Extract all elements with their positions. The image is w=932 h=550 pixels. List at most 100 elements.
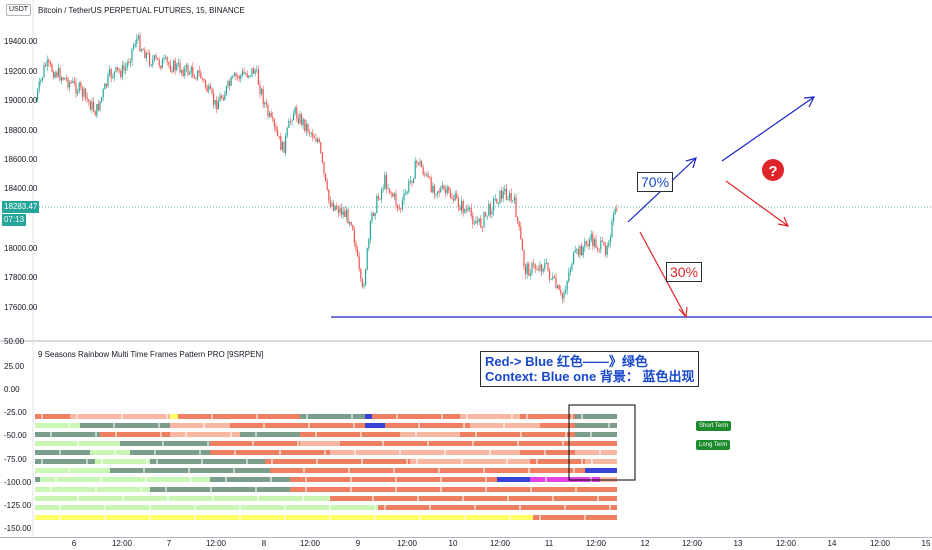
candle-body	[513, 197, 515, 201]
candle-body	[315, 138, 317, 142]
candle-body	[526, 263, 528, 275]
rainbow-gap	[608, 423, 610, 428]
candle-body	[131, 48, 133, 62]
candle-body	[534, 264, 536, 270]
candle-body	[189, 73, 191, 75]
candle-body	[427, 173, 429, 178]
price-tick: 18400.00	[4, 184, 38, 193]
rainbow-segment	[330, 496, 617, 501]
candle-body	[214, 100, 216, 105]
candle-body	[78, 82, 80, 92]
candle-body	[595, 239, 597, 248]
rainbow-gap	[528, 468, 530, 473]
candle-body	[392, 193, 394, 197]
question-icon	[762, 159, 784, 181]
candle-body	[493, 198, 495, 211]
rainbow-segment	[585, 468, 617, 473]
rainbow-gap	[418, 423, 420, 428]
candle-body	[344, 211, 346, 217]
price-chart[interactable]: ?	[0, 0, 932, 342]
candle-body	[120, 71, 122, 78]
candle-body	[229, 81, 231, 86]
candle-body	[590, 234, 592, 241]
indicator-tick: 0.00	[4, 385, 20, 394]
rainbow-gap	[279, 450, 281, 455]
candle-body	[598, 249, 600, 251]
candle-body	[403, 193, 405, 201]
candle-body	[539, 264, 541, 271]
rainbow-gap	[590, 432, 592, 437]
rainbow-gap	[351, 414, 353, 419]
candle-body	[75, 82, 77, 94]
rainbow-gap	[315, 432, 317, 437]
rainbow-gap	[188, 468, 190, 473]
candle-body	[110, 69, 112, 78]
candle-body	[563, 293, 565, 299]
indicator-chart[interactable]	[0, 342, 932, 537]
rainbow-gap	[474, 505, 476, 510]
rainbow-gap	[329, 515, 331, 520]
candle-body	[166, 57, 168, 63]
rainbow-gap	[419, 515, 421, 520]
time-tick: 12:00	[205, 539, 227, 548]
rainbow-gap	[597, 496, 599, 501]
candle-body	[489, 203, 491, 215]
rainbow-gap	[212, 496, 214, 501]
candle-body	[193, 76, 195, 79]
rainbow-segment	[35, 432, 100, 437]
rainbow-gap	[463, 423, 465, 428]
rainbow-segment	[460, 432, 575, 437]
rainbow-gap	[354, 450, 356, 455]
candle-body	[361, 279, 363, 287]
rainbow-gap	[271, 459, 273, 464]
rainbow-gap	[225, 477, 227, 482]
candle-body	[57, 68, 59, 77]
candle-body	[515, 197, 517, 218]
indicator-tick: 50.00	[4, 337, 25, 346]
candle-body	[585, 241, 587, 244]
rainbow-gap	[167, 496, 169, 501]
candle-body	[430, 177, 432, 193]
candle-body	[358, 256, 360, 269]
rainbow-gap	[86, 459, 88, 464]
rainbow-segment	[410, 459, 530, 464]
currency-badge[interactable]: USDT	[6, 4, 32, 16]
candle-body	[269, 113, 271, 117]
candle-body	[413, 178, 415, 183]
candle-body	[491, 210, 493, 215]
rainbow-gap	[517, 441, 519, 446]
candle-body	[185, 65, 187, 68]
indicator-tick: -100.00	[4, 478, 32, 487]
candle-body	[507, 199, 509, 201]
candle-body	[294, 107, 296, 114]
candle-body	[307, 124, 309, 133]
rainbow-segment	[585, 459, 617, 464]
candle-body	[441, 185, 443, 189]
candle-body	[502, 191, 504, 199]
candle-body	[395, 193, 397, 205]
rainbow-gap	[76, 414, 78, 419]
time-tick: 13	[733, 539, 743, 548]
candle-body	[91, 101, 93, 110]
candle-body	[417, 162, 419, 165]
time-tick: 6	[71, 539, 77, 548]
candle-body	[467, 207, 469, 211]
candles-group	[35, 32, 618, 304]
candle-body	[155, 55, 157, 59]
candle-body	[437, 191, 439, 194]
rainbow-gap	[239, 515, 241, 520]
candle-body	[280, 136, 282, 151]
candle-body	[56, 72, 58, 77]
rainbow-gap	[100, 477, 102, 482]
candle-body	[102, 89, 104, 98]
candle-body	[309, 132, 311, 134]
candle-body	[211, 88, 213, 94]
rainbow-gap	[156, 459, 158, 464]
rainbow-gap	[427, 441, 429, 446]
candle-body	[237, 76, 239, 78]
rainbow-gap	[591, 459, 593, 464]
rainbow-gap	[530, 487, 532, 492]
rainbow-segment	[40, 477, 210, 482]
rainbow-segment	[95, 459, 150, 464]
candle-body	[179, 63, 181, 73]
